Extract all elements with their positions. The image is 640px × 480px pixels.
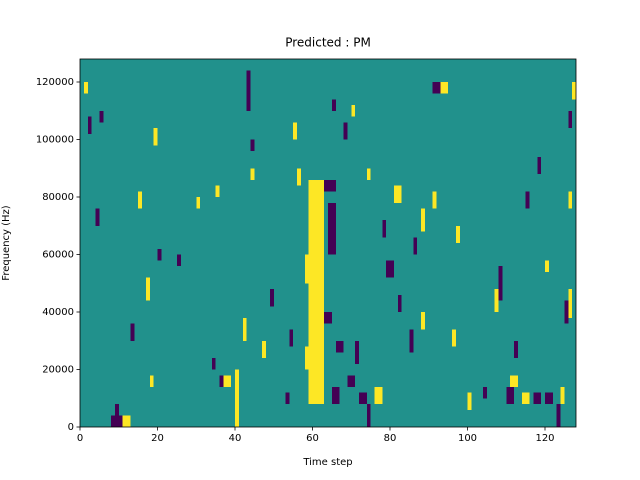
heatmap-cell: [293, 122, 297, 140]
heatmap-cell: [494, 289, 499, 312]
heatmap-cell: [242, 317, 247, 341]
heatmap-cell: [455, 225, 460, 243]
heatmap-cell: [545, 260, 549, 272]
x-tick-label: 100: [458, 433, 477, 444]
heatmap-cell: [99, 110, 104, 123]
heatmap-cell: [568, 110, 573, 128]
heatmap-cell: [122, 415, 131, 427]
heatmap-cell: [413, 237, 418, 255]
heatmap-cell: [386, 260, 394, 278]
heatmap-cell: [250, 168, 255, 180]
heatmap-cell: [366, 168, 371, 180]
heatmap-cell: [347, 375, 356, 387]
heatmap-cell: [223, 375, 232, 387]
heatmap-cell: [138, 191, 142, 209]
heatmap-cell: [246, 70, 251, 111]
heatmap-cell: [382, 220, 387, 238]
heatmap-cell: [176, 254, 181, 266]
heatmap-cell: [297, 168, 301, 186]
heatmap-cell: [250, 139, 255, 151]
heatmap-cell: [153, 128, 158, 146]
heatmap-cell: [149, 375, 154, 387]
heatmap-cell: [343, 122, 348, 140]
heatmap-cell: [366, 404, 371, 427]
y-tick-label: 40000: [42, 307, 74, 318]
heatmap-cell: [432, 82, 441, 94]
heatmap-cell: [533, 392, 542, 404]
heatmap-cell: [525, 191, 530, 209]
x-tick-label: 0: [77, 433, 83, 444]
heatmap-cell: [235, 369, 239, 427]
heatmap-cell: [83, 82, 88, 94]
heatmap-cell: [324, 312, 332, 324]
heatmap-cell: [572, 82, 576, 100]
heatmap-cell: [514, 340, 518, 358]
heatmap-cell: [521, 392, 530, 404]
heatmap-cell: [537, 156, 542, 174]
heatmap-cell: [328, 202, 336, 255]
x-tick-label: 60: [306, 433, 319, 444]
y-tick-label: 20000: [42, 365, 74, 376]
heatmap-cell: [560, 386, 565, 404]
heatmap-cell: [111, 415, 123, 427]
heatmap-cell: [285, 392, 290, 404]
heatmap-cell: [467, 392, 472, 410]
heatmap-cell: [262, 340, 266, 358]
heatmap-cell: [324, 179, 336, 192]
heatmap-cell: [359, 392, 367, 404]
heatmap-cell: [564, 300, 569, 324]
heatmap-cell: [498, 266, 503, 301]
y-axis-label: Frequency (Hz): [1, 205, 12, 281]
heatmap-cell: [432, 191, 437, 209]
heatmap-cell: [568, 191, 573, 209]
heatmap-cell: [157, 248, 162, 261]
heatmap-cell: [556, 404, 561, 427]
heatmap-cell: [335, 340, 344, 353]
y-tick-label: 100000: [36, 135, 74, 146]
heatmap-cell: [397, 294, 402, 312]
heatmap-cell: [130, 323, 135, 341]
heatmap-cell: [421, 208, 425, 232]
heatmap-cell: [331, 386, 340, 404]
heatmap-cell: [452, 329, 456, 347]
heatmap-cell: [351, 105, 356, 117]
x-tick-label: 80: [384, 433, 397, 444]
heatmap-cell: [355, 340, 359, 364]
x-tick-label: 120: [535, 433, 554, 444]
heatmap-cell: [393, 185, 402, 203]
chart-title: Predicted : PM: [285, 36, 371, 50]
heatmap-cell: [87, 116, 92, 134]
heatmap-cell: [215, 185, 220, 197]
y-tick-label: 60000: [42, 250, 74, 261]
heatmap-cell: [114, 404, 119, 416]
y-tick-label: 120000: [36, 77, 74, 88]
heatmap-cell: [269, 289, 274, 307]
heatmap-cell: [421, 312, 425, 330]
heatmap-cell: [568, 289, 573, 318]
heatmap-cell: [95, 208, 100, 226]
x-axis-label: Time step: [302, 457, 352, 468]
heatmap-cell: [506, 386, 514, 404]
heatmap-cell: [196, 197, 201, 209]
heatmap-cell: [483, 386, 487, 399]
heatmap-cell: [304, 254, 309, 284]
heatmap-cell: [440, 82, 449, 94]
heatmap-cell: [510, 375, 518, 387]
plot-frame: [79, 58, 577, 428]
heatmap-cell: [219, 375, 224, 387]
y-tick-label: 80000: [42, 192, 74, 203]
x-tick-label: 40: [229, 433, 242, 444]
heatmap-cell: [545, 392, 553, 404]
heatmap-cell: [308, 179, 325, 404]
heatmap-cell: [409, 329, 414, 353]
heatmap-cell: [211, 358, 216, 370]
x-tick-label: 20: [151, 433, 164, 444]
heatmap-cell: [331, 99, 336, 111]
heatmap-cell: [289, 329, 294, 347]
heatmap-cell: [374, 386, 383, 404]
y-tick-label: 0: [68, 422, 74, 433]
heatmap-cell: [145, 277, 150, 301]
heatmap-cell: [304, 346, 309, 370]
